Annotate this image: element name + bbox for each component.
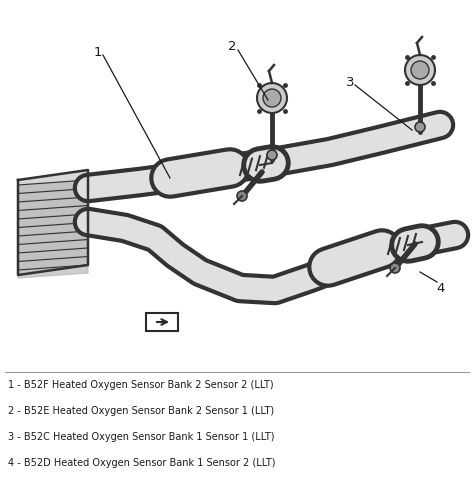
Polygon shape [18, 197, 88, 210]
Polygon shape [18, 265, 88, 278]
Text: 3: 3 [346, 75, 354, 89]
Circle shape [257, 83, 287, 113]
Polygon shape [18, 240, 88, 252]
Polygon shape [18, 222, 88, 236]
Circle shape [405, 55, 435, 85]
Circle shape [415, 122, 425, 132]
Polygon shape [18, 248, 88, 261]
Text: 1: 1 [94, 46, 102, 58]
Text: 2: 2 [228, 41, 236, 53]
Polygon shape [18, 180, 88, 193]
Text: 4 - B52D Heated Oxygen Sensor Bank 1 Sensor 2 (LLT): 4 - B52D Heated Oxygen Sensor Bank 1 Sen… [8, 458, 275, 468]
Text: 3 - B52C Heated Oxygen Sensor Bank 1 Sensor 1 (LLT): 3 - B52C Heated Oxygen Sensor Bank 1 Sen… [8, 432, 274, 442]
Polygon shape [18, 189, 88, 201]
Circle shape [390, 263, 400, 273]
Text: 2 - B52E Heated Oxygen Sensor Bank 2 Sensor 1 (LLT): 2 - B52E Heated Oxygen Sensor Bank 2 Sen… [8, 406, 274, 416]
Circle shape [267, 150, 277, 160]
Circle shape [237, 191, 247, 201]
Polygon shape [18, 256, 88, 270]
Circle shape [411, 61, 429, 79]
Text: 4: 4 [437, 281, 445, 294]
Polygon shape [18, 214, 88, 227]
Circle shape [263, 89, 281, 107]
Polygon shape [18, 231, 88, 244]
Text: 1 - B52F Heated Oxygen Sensor Bank 2 Sensor 2 (LLT): 1 - B52F Heated Oxygen Sensor Bank 2 Sen… [8, 380, 273, 390]
Polygon shape [18, 170, 88, 275]
Polygon shape [18, 205, 88, 219]
